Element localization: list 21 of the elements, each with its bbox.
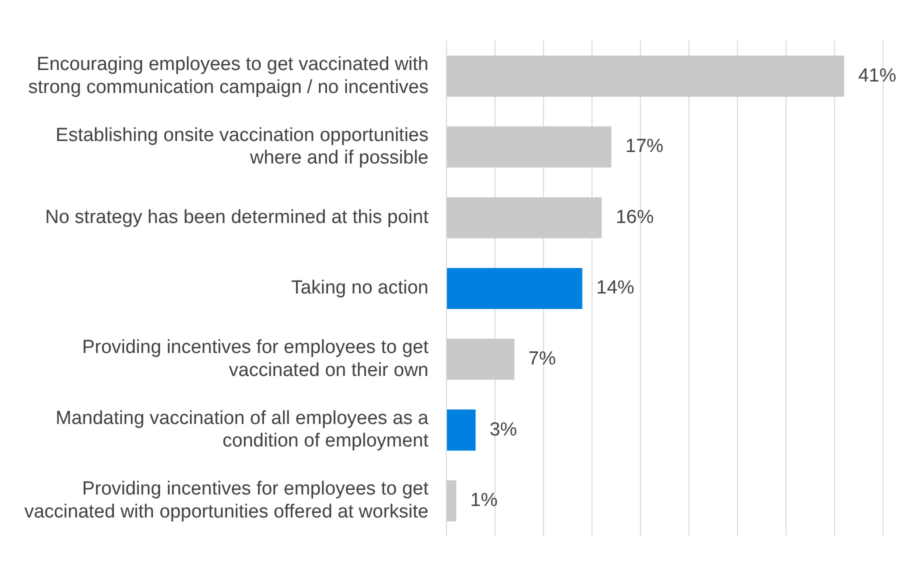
- data-label: 41%: [858, 65, 896, 86]
- data-label: 16%: [616, 206, 654, 228]
- bar: [447, 56, 844, 97]
- bar: [447, 268, 582, 310]
- data-label: 7%: [528, 348, 556, 370]
- data-label: 1%: [470, 490, 498, 512]
- bar: [447, 338, 514, 380]
- bar: [447, 480, 456, 522]
- y-tick-label: Providing incentives for employees to get vaccinated on their own: [82, 337, 430, 381]
- y-tick-label: No strategy has been determined at this point: [45, 206, 430, 228]
- bar: [447, 410, 476, 451]
- y-tick-label: Establishing onsite vaccination opportunities where and if possible: [56, 124, 428, 169]
- data-label: 17%: [625, 136, 664, 158]
- data-label: 14%: [596, 278, 634, 299]
- y-tick-label: Providing incentives for employees to get vaccinated with opportunities offered at worksite: [24, 478, 430, 522]
- data-label: 3%: [490, 419, 518, 440]
- y-tick-label: Taking no action: [291, 278, 428, 299]
- bar: [447, 197, 602, 238]
- bar: [447, 126, 612, 168]
- y-tick-label: Encouraging employees to get vaccinated with strong communication campaign / no incentives: [28, 54, 428, 98]
- y-tick-label: Mandating vaccination of all employees as a condition of employment: [56, 408, 430, 452]
